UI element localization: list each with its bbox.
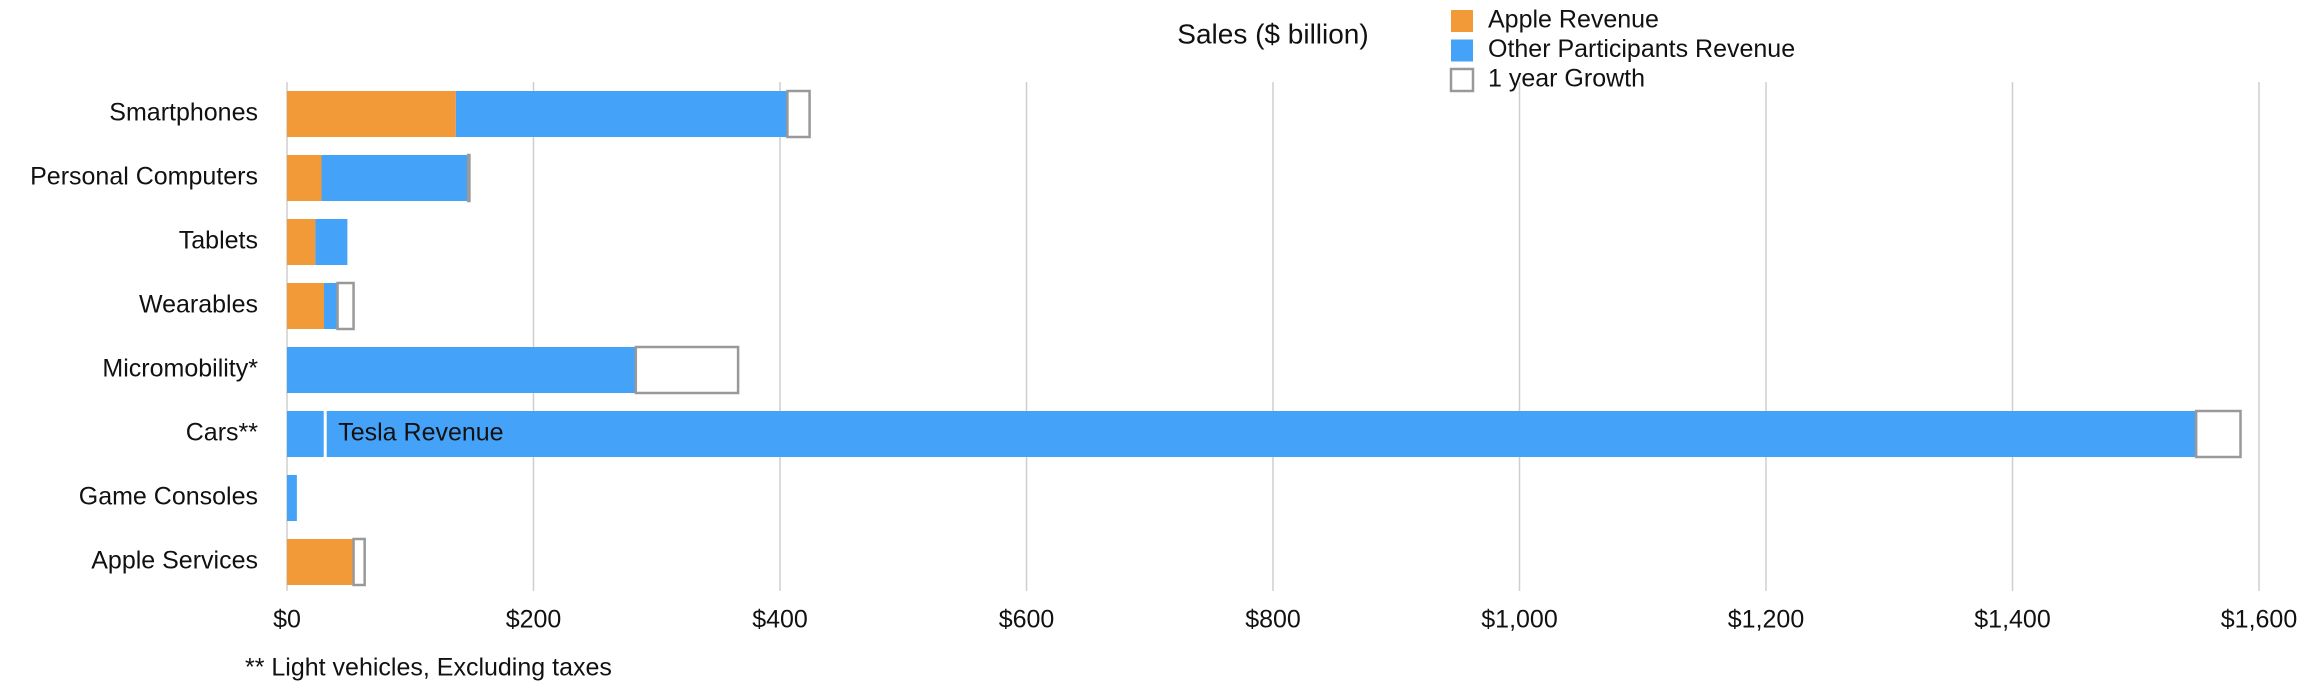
bar-segment (2194, 409, 2242, 459)
bar-segment (287, 475, 297, 521)
bar-segment (321, 155, 469, 201)
x-tick-label: $1,400 (1974, 606, 2050, 634)
bar-segment (466, 153, 471, 203)
y-tick-label: Personal Computers (30, 163, 258, 191)
x-tick-label: $800 (1245, 606, 1301, 634)
bar-segment (634, 345, 740, 395)
y-tick-label: Wearables (139, 291, 258, 319)
legend-label: Apple Revenue (1488, 6, 1659, 34)
x-tick-label: $0 (273, 606, 301, 634)
bar-segment (336, 281, 355, 331)
bar-segment (287, 283, 324, 329)
x-tick-label: $200 (506, 606, 562, 634)
y-tick-label: Game Consoles (79, 483, 258, 511)
bar-segment (315, 219, 348, 265)
legend-swatch (1451, 39, 1473, 62)
y-tick-label: Tablets (179, 227, 258, 255)
bar-segment (287, 539, 354, 585)
y-tick-label: Smartphones (109, 99, 258, 127)
legend-label: Other Participants Revenue (1488, 35, 1795, 63)
legend-swatch (1449, 67, 1475, 93)
bar-segment (287, 155, 322, 201)
bar-segment (287, 411, 2197, 457)
bar-segment (323, 283, 338, 329)
chart-title: Sales ($ billion) (1177, 18, 1368, 49)
footnote: ** Light vehicles, Excluding taxes (245, 654, 612, 682)
y-tick-label: Cars** (186, 419, 259, 447)
bar-segment (455, 91, 788, 137)
bar-segment (287, 91, 456, 137)
bar-segment (287, 347, 636, 393)
y-tick-label: Micromobility* (102, 355, 258, 383)
x-tick-label: $600 (999, 606, 1055, 634)
x-tick-label: $1,200 (1728, 606, 1804, 634)
legend-label: 1 year Growth (1488, 65, 1645, 93)
legend-swatch (1451, 10, 1473, 32)
annotation: Tesla Revenue (338, 419, 503, 447)
bar-segment (352, 537, 366, 587)
bar-segment (287, 219, 316, 265)
x-tick-label: $1,600 (2221, 606, 2297, 634)
bar-segment (786, 89, 811, 139)
x-tick-label: $400 (752, 606, 808, 634)
x-tick-label: $1,000 (1481, 606, 1557, 634)
y-tick-label: Apple Services (91, 547, 258, 575)
